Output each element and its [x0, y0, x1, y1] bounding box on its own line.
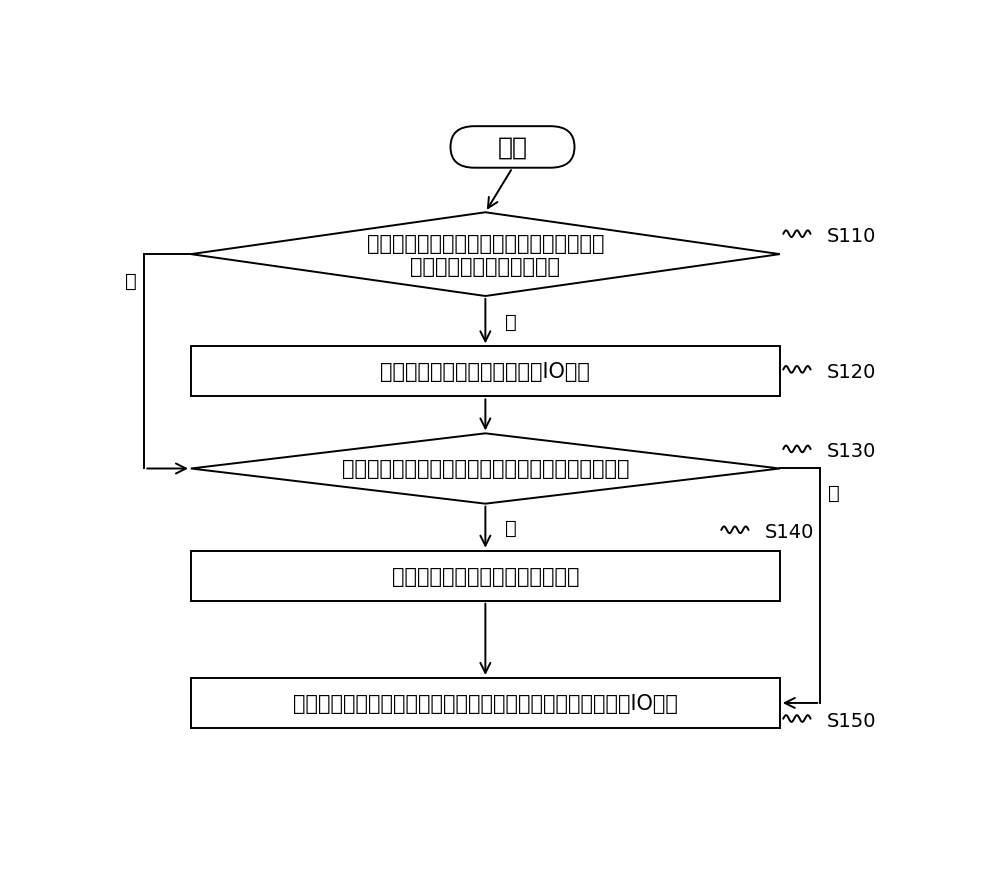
Text: 基于文件句柄对用户请求进行IO处理: 基于文件句柄对用户请求进行IO处理	[380, 362, 590, 381]
Text: 向用户请求分配文件句柄，以便基于文件句柄对用户请求进行IO处理: 向用户请求分配文件句柄，以便基于文件句柄对用户请求进行IO处理	[293, 693, 678, 713]
Text: 开始: 开始	[498, 136, 528, 160]
FancyBboxPatch shape	[191, 347, 780, 397]
FancyBboxPatch shape	[450, 127, 574, 169]
FancyBboxPatch shape	[191, 551, 780, 601]
Text: 是: 是	[505, 312, 516, 331]
Text: S150: S150	[826, 711, 876, 730]
Text: 是: 是	[505, 518, 516, 537]
Polygon shape	[191, 434, 780, 504]
Text: S120: S120	[826, 362, 876, 381]
Text: 否: 否	[828, 483, 840, 502]
FancyBboxPatch shape	[191, 678, 780, 728]
Polygon shape	[191, 213, 780, 296]
Text: S110: S110	[826, 227, 876, 246]
Text: 判断当前已分配的文件句柄总数量是否达到预设阈値: 判断当前已分配的文件句柄总数量是否达到预设阈値	[342, 459, 629, 479]
Text: 将用户请求添加至等待队列中等待: 将用户请求添加至等待队列中等待	[392, 566, 579, 586]
Text: S140: S140	[764, 522, 814, 541]
Text: S130: S130	[826, 442, 876, 461]
Text: 根据客户端发送的用户请求，判断是否存在
与用户请求对应的文件句柄: 根据客户端发送的用户请求，判断是否存在 与用户请求对应的文件句柄	[367, 233, 604, 276]
Text: 否: 否	[125, 272, 137, 291]
